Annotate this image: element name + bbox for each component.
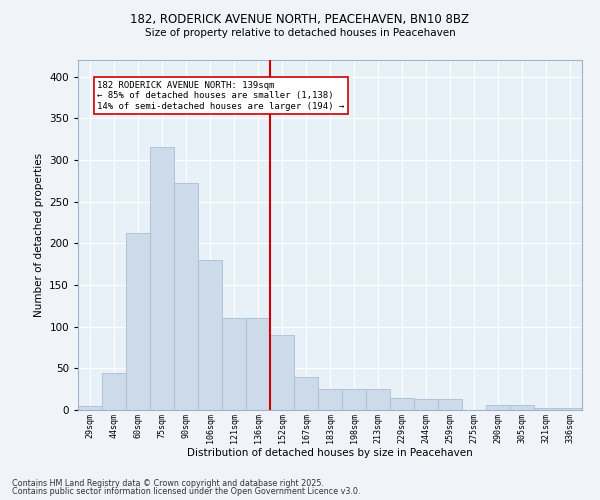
Bar (318, 389, 342, 410)
Bar (438, 399, 462, 410)
Bar (246, 318, 270, 410)
Bar (510, 405, 534, 410)
Bar (78, 406, 102, 410)
Bar (534, 408, 558, 410)
Text: 182 RODERICK AVENUE NORTH: 139sqm
← 85% of detached houses are smaller (1,138)
1: 182 RODERICK AVENUE NORTH: 139sqm ← 85% … (97, 81, 344, 110)
Bar (558, 408, 582, 410)
Bar (390, 398, 414, 410)
Text: Contains public sector information licensed under the Open Government Licence v3: Contains public sector information licen… (12, 487, 361, 496)
Text: Size of property relative to detached houses in Peacehaven: Size of property relative to detached ho… (145, 28, 455, 38)
Bar (342, 389, 366, 410)
Y-axis label: Number of detached properties: Number of detached properties (34, 153, 44, 317)
Bar (150, 146, 174, 410)
Bar (102, 372, 126, 410)
Bar (294, 376, 318, 410)
Bar (486, 405, 510, 410)
Bar (366, 389, 390, 410)
Bar (174, 184, 198, 410)
Bar (270, 335, 294, 410)
Bar (222, 318, 246, 410)
Text: 182, RODERICK AVENUE NORTH, PEACEHAVEN, BN10 8BZ: 182, RODERICK AVENUE NORTH, PEACEHAVEN, … (131, 12, 470, 26)
Bar (126, 234, 150, 410)
X-axis label: Distribution of detached houses by size in Peacehaven: Distribution of detached houses by size … (187, 448, 473, 458)
Text: Contains HM Land Registry data © Crown copyright and database right 2025.: Contains HM Land Registry data © Crown c… (12, 478, 324, 488)
Bar (414, 399, 438, 410)
Bar (198, 260, 222, 410)
